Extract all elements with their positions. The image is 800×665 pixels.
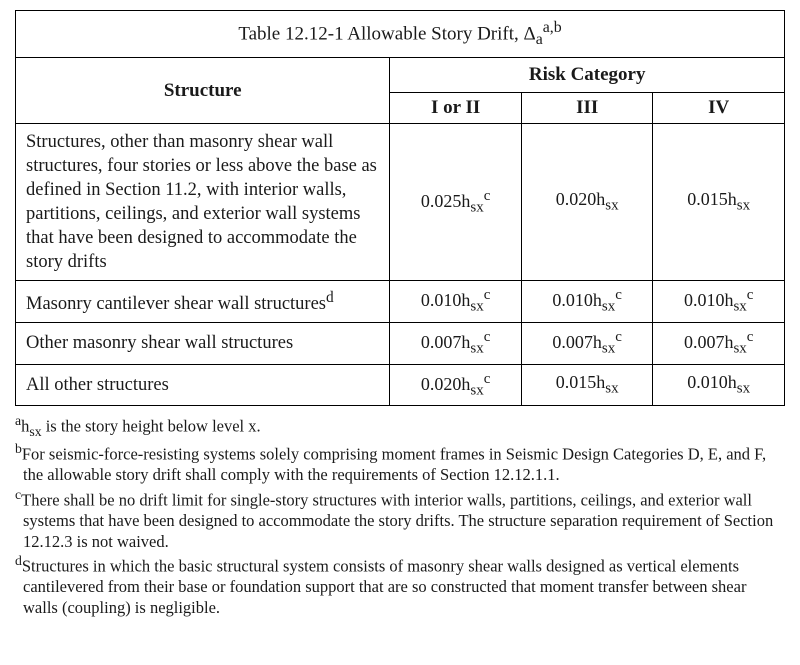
- category-header-1: III: [521, 93, 653, 124]
- footnote: bFor seismic-force-resisting systems sol…: [15, 440, 785, 486]
- structure-cell: All other structures: [16, 364, 390, 406]
- category-header-2: IV: [653, 93, 785, 124]
- value-cell: 0.020hsx: [521, 124, 653, 281]
- value-cell: 0.007hsxc: [521, 323, 653, 365]
- table-row: Masonry cantilever shear wall structures…: [16, 281, 785, 323]
- footnote: dStructures in which the basic structura…: [15, 552, 785, 618]
- footnote: cThere shall be no drift limit for singl…: [15, 486, 785, 552]
- structure-cell: Structures, other than masonry shear wal…: [16, 124, 390, 281]
- structure-cell: Masonry cantilever shear wall structures…: [16, 281, 390, 323]
- title-delta: Δ: [524, 23, 536, 44]
- structure-header: Structure: [16, 58, 390, 124]
- risk-category-header: Risk Category: [390, 58, 785, 93]
- table-row: Other masonry shear wall structures0.007…: [16, 323, 785, 365]
- title-pre: Table 12.12-1 Allowable Story Drift,: [238, 23, 523, 44]
- title-sub: a: [536, 31, 543, 48]
- table-footnotes: ahsx is the story height below level x.b…: [15, 412, 785, 618]
- value-cell: 0.010hsxc: [390, 281, 522, 323]
- category-header-0: I or II: [390, 93, 522, 124]
- value-cell: 0.015hsx: [653, 124, 785, 281]
- value-cell: 0.007hsxc: [390, 323, 522, 365]
- structure-cell: Other masonry shear wall structures: [16, 323, 390, 365]
- table-row: Structures, other than masonry shear wal…: [16, 124, 785, 281]
- value-cell: 0.025hsxc: [390, 124, 522, 281]
- title-sup: a,b: [543, 19, 562, 36]
- value-cell: 0.010hsxc: [521, 281, 653, 323]
- table-row: All other structures0.020hsxc0.015hsx0.0…: [16, 364, 785, 406]
- value-cell: 0.010hsxc: [653, 281, 785, 323]
- value-cell: 0.007hsxc: [653, 323, 785, 365]
- drift-table: Table 12.12-1 Allowable Story Drift, Δaa…: [15, 10, 785, 406]
- value-cell: 0.015hsx: [521, 364, 653, 406]
- footnote: ahsx is the story height below level x.: [15, 412, 785, 440]
- value-cell: 0.010hsx: [653, 364, 785, 406]
- table-title: Table 12.12-1 Allowable Story Drift, Δaa…: [16, 11, 785, 58]
- value-cell: 0.020hsxc: [390, 364, 522, 406]
